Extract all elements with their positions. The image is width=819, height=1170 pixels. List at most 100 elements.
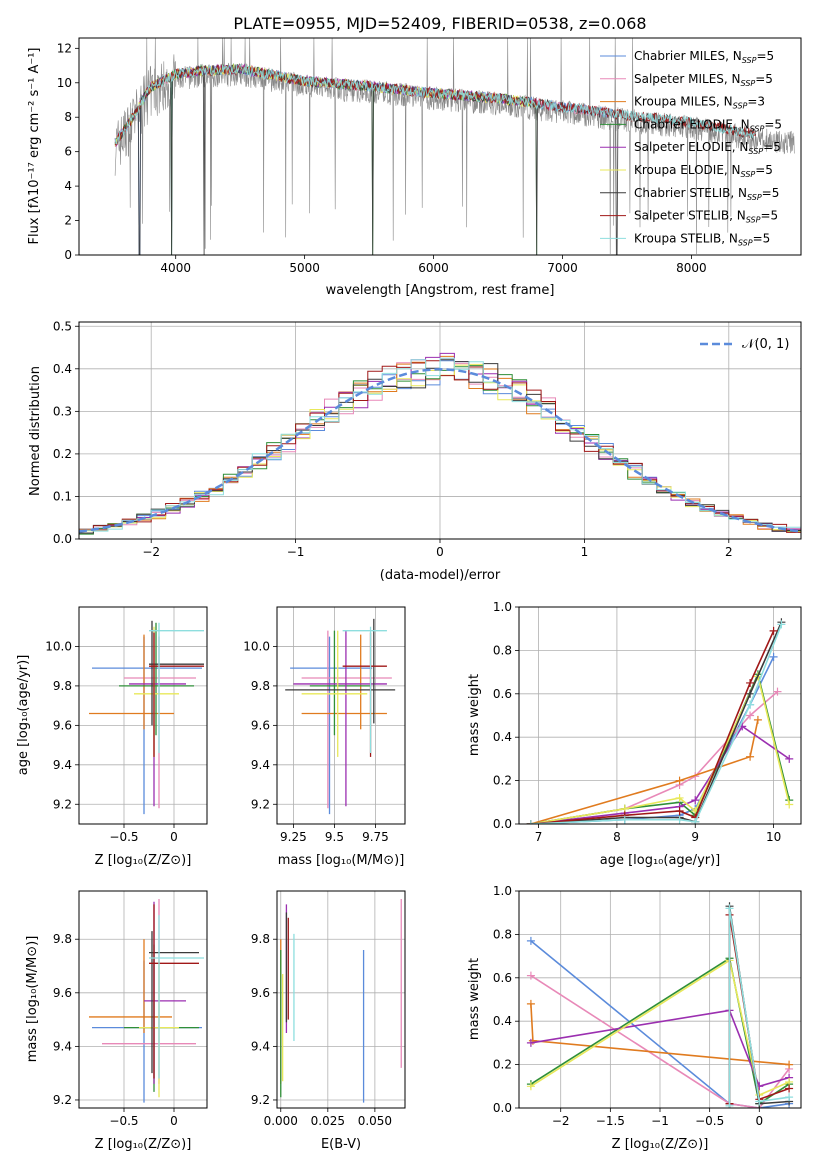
weight-vs-Z-ylabel: mass weight: [467, 958, 482, 1040]
weight_vs_Z-marker-1: [526, 971, 535, 980]
weight-vs-age-xlabel: age [log₁₀(age/yr)]: [600, 853, 721, 868]
weight_vs_age-xtick-label: 10: [766, 830, 781, 844]
spectrum-xtick-label: 7000: [547, 261, 578, 275]
age_vs_mass-xtick-label: 9.5: [325, 830, 344, 844]
legend-label-8: Kroupa STELIB, NSSP=5: [634, 231, 770, 247]
weight_vs_age-marker-5: [675, 793, 684, 802]
weight_vs_age-xtick-label: 7: [535, 830, 543, 844]
weight_vs_age-marker-5: [785, 800, 794, 809]
weight_vs_age-marker-8: [691, 817, 700, 824]
mass_vs_EBV-ytick-label: 9.4: [251, 1039, 270, 1053]
residuals-frame: [78, 321, 802, 540]
mass_vs_Z-ytick-label: 9.4: [53, 1039, 72, 1053]
weight_vs_age-line-0: [530, 656, 775, 824]
weight_vs_age-line-2: [530, 719, 759, 824]
weight_vs_Z-marker-0: [526, 936, 535, 945]
mass-vs-Z-xlabel: Z [log₁₀(Z/Z⊙)]: [95, 1137, 192, 1152]
legend-label-1: Salpeter MILES, NSSP=5: [634, 72, 773, 88]
residual-histograms: [79, 352, 801, 535]
legend-label-5: Kroupa ELODIE, NSSP=5: [634, 163, 773, 179]
weight_vs_Z-marker-2: [526, 999, 535, 1008]
spectrum-xlabel: wavelength [Angstrom, rest frame]: [326, 283, 555, 298]
normal-curve-line: [79, 368, 801, 533]
mass_vs_EBV-xtick-label: 0.050: [358, 1114, 392, 1128]
residuals-ytick-label: 0.1: [53, 489, 72, 503]
weight_vs_Z-frame: [518, 890, 802, 1109]
mass_vs_Z-ytick-label: 9.2: [53, 1093, 72, 1107]
weight_vs_age-marker-8: [746, 700, 755, 709]
model-fit-line-0: [114, 64, 615, 255]
mass_vs_Z-frame: [78, 890, 208, 1109]
weight_vs_age-marker-7: [675, 806, 684, 815]
weight_vs_Z-marker-2: [785, 1060, 794, 1069]
mass_vs_EBV-ytick-label: 9.8: [251, 932, 270, 946]
spectrum-xtick-label: 5000: [289, 261, 320, 275]
spectrum-ytick-label: 12: [57, 41, 72, 55]
weight_vs_Z-marker-8: [755, 1097, 764, 1106]
mass_vs_EBV-points: [280, 899, 402, 1103]
weight_vs_age-axes: 7 8 9 10 0.0 0.2 0.4 0.6 0.8 1.0: [493, 600, 801, 844]
weight_vs_Z-xtick-label: 0: [755, 1114, 763, 1128]
histogram-series-4: [79, 352, 801, 532]
weight_vs_age-marker-8: [620, 815, 629, 824]
age_vs_Z-axes: −0.5 0 9.2 9.4 9.6 9.8 10.0: [45, 607, 207, 844]
age_vs_mass-axes: 9.25 9.5 9.75 9.2 9.4 9.6 9.8 10.0: [243, 607, 405, 844]
spectrum-ytick-label: 8: [64, 110, 72, 124]
age_vs_mass-ytick-label: 9.2: [251, 797, 270, 811]
mass_vs_Z-xtick-label: 0: [170, 1114, 178, 1128]
weight_vs_age-ytick-label: 0.8: [493, 643, 512, 657]
spectrum-ytick-label: 2: [64, 214, 72, 228]
weight_vs_age-marker-7: [769, 626, 778, 635]
spectrum-ytick-label: 6: [64, 145, 72, 159]
age_vs_mass-points: [285, 618, 396, 815]
weight_vs_Z-ytick-label: 0.4: [493, 1014, 512, 1028]
residuals-ytick-label: 0.3: [53, 404, 72, 418]
age_vs_Z-ytick-label: 9.6: [53, 718, 72, 732]
weight_vs_Z-xtick-label: −1: [651, 1114, 669, 1128]
weight_vs_age-xtick-label: 8: [613, 830, 621, 844]
weight_vs_age-line-8: [530, 624, 783, 824]
weight_vs_age-marker-0: [769, 652, 778, 661]
mass_vs_Z-xtick-label: −0.5: [109, 1114, 138, 1128]
weight_vs_Z-ytick-label: 0.6: [493, 971, 512, 985]
age_vs_mass-frame: [276, 606, 406, 825]
weight_vs_age-ytick-label: 1.0: [493, 600, 512, 614]
weight_vs_age-line-6: [530, 621, 783, 824]
age-vs-mass-xlabel: mass [log₁₀(M/M⊙)]: [278, 853, 405, 868]
weight_vs_age-ytick-label: 0.2: [493, 774, 512, 788]
model-fit-line-7: [114, 64, 757, 146]
weight-vs-Z-xlabel: Z [log₁₀(Z/Z⊙)]: [612, 1137, 709, 1152]
weight_vs_age-line-5: [530, 673, 791, 824]
weight-vs-age-ylabel: mass weight: [467, 674, 482, 756]
legend-label-4: Salpeter ELODIE, NSSP=5: [634, 140, 781, 156]
weight_vs_age-marker-6: [746, 689, 755, 698]
age_vs_Z-ytick-label: 9.4: [53, 758, 72, 772]
mass_vs_EBV-ytick-label: 9.2: [251, 1093, 270, 1107]
weight_vs_age-marker-1: [773, 687, 782, 696]
spectrum-axes: 4000 5000 6000 7000 8000 0 2 4 6 8 10 12: [57, 41, 707, 275]
residuals-ytick-label: 0.0: [53, 532, 72, 546]
mass_vs_EBV-xtick-label: 0.025: [311, 1114, 345, 1128]
spectrum-frame: [78, 37, 802, 256]
mass_vs_EBV-axes: 0.000 0.025 0.050 9.2 9.4 9.6 9.8: [251, 891, 405, 1128]
legend-label-2: Kroupa MILES, NSSP=3: [634, 95, 765, 111]
weight_vs_Z-series: [526, 902, 794, 1108]
weight_vs_Z-ytick-label: 0.8: [493, 927, 512, 941]
weight_vs_Z-line-5: [530, 959, 790, 1097]
weight_vs_age-line-4: [530, 725, 790, 824]
histogram-series-8: [79, 357, 801, 532]
legend-label-3: Chabrier ELODIE, NSSP=5: [634, 117, 782, 133]
residuals-ytick-label: 0.2: [53, 447, 72, 461]
weight_vs_age-marker-1: [746, 711, 755, 720]
weight_vs_age-ytick-label: 0.0: [493, 817, 512, 831]
spectrum-lines: [114, 38, 795, 255]
mass_vs_EBV-ytick-label: 9.6: [251, 986, 270, 1000]
model-fit-line-3: [114, 63, 538, 255]
weight_vs_age-marker-2: [675, 776, 684, 785]
age_vs_mass-ytick-label: 10.0: [243, 639, 270, 653]
mass-vs-EBV-xlabel: E(B-V): [321, 1137, 361, 1152]
residuals-ytick-label: 0.5: [53, 319, 72, 333]
spectrum-ytick-label: 10: [57, 76, 72, 90]
mass_vs_Z-ytick-label: 9.6: [53, 986, 72, 1000]
residuals-xtick-label: −2: [142, 545, 160, 559]
